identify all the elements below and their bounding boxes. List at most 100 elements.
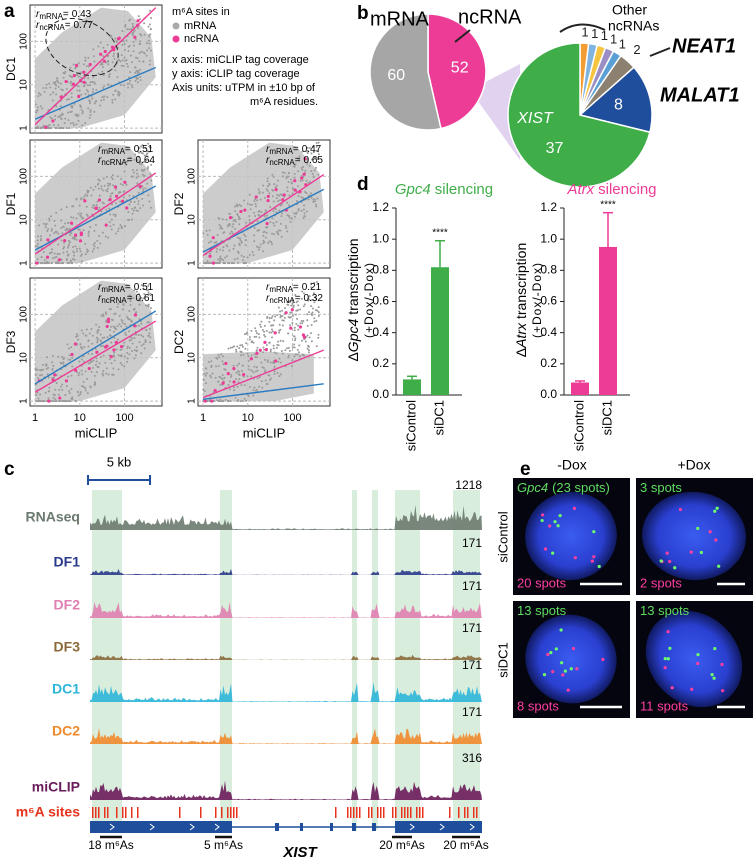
point-texture [92, 48, 95, 51]
point-texture [87, 362, 90, 365]
point-texture [238, 378, 241, 381]
point-texture [273, 370, 276, 373]
point-texture [77, 212, 80, 215]
y-tick-label: 1 [187, 398, 198, 404]
point-texture [317, 315, 320, 318]
point-texture [89, 81, 92, 84]
point-texture [131, 207, 134, 210]
point-texture [202, 400, 205, 403]
point-texture [273, 319, 276, 322]
point-texture [216, 262, 219, 265]
point-texture [123, 323, 126, 326]
y-axis-label: (+Dox/-Dox) [362, 262, 376, 338]
point-texture [105, 321, 108, 324]
point-texture [89, 110, 92, 113]
point-texture [109, 355, 113, 359]
point-texture [211, 236, 215, 240]
point-texture [88, 102, 91, 105]
point-texture [239, 400, 242, 403]
point-texture [293, 179, 297, 183]
point-texture [93, 110, 96, 113]
point-texture [271, 195, 274, 198]
panel-label: a [4, 1, 15, 22]
point-texture [217, 258, 220, 261]
point-texture [245, 399, 248, 402]
point-texture [106, 320, 111, 324]
point-texture [307, 182, 310, 185]
point-texture [137, 191, 140, 194]
point-texture [219, 248, 222, 251]
point-texture [65, 227, 68, 230]
spot [551, 670, 555, 674]
point-texture [105, 175, 108, 178]
point-texture [74, 245, 77, 248]
point-texture [68, 354, 71, 357]
point-texture [101, 201, 104, 204]
point-texture [77, 394, 80, 397]
point-texture [63, 72, 66, 75]
point-texture [229, 232, 232, 235]
point-texture [84, 387, 87, 390]
point-texture [234, 227, 237, 230]
site-tick [383, 807, 385, 818]
point-texture [110, 341, 113, 344]
point-texture [317, 153, 320, 156]
point-texture [71, 106, 74, 109]
point-texture [85, 334, 88, 337]
point-texture [37, 95, 40, 98]
site-tick [464, 807, 466, 818]
spot [561, 673, 565, 677]
point-texture [147, 293, 150, 296]
point-texture [79, 343, 82, 346]
track-max: 316 [462, 751, 482, 765]
point-texture [37, 92, 40, 95]
point-texture [304, 169, 307, 172]
bar [599, 246, 617, 395]
point-texture [81, 347, 84, 350]
point-texture [46, 238, 50, 242]
spot [560, 661, 564, 665]
point-texture [87, 339, 90, 342]
point-texture [59, 361, 62, 364]
stat-sep: = [63, 9, 69, 20]
point-texture [89, 226, 92, 229]
point-texture [148, 327, 151, 330]
point-texture [65, 87, 68, 90]
point-texture [51, 119, 55, 123]
point-texture [148, 200, 151, 203]
point-texture [37, 377, 40, 380]
point-texture [77, 119, 80, 122]
point-texture [115, 202, 118, 205]
point-texture [258, 246, 261, 249]
point-texture [233, 244, 236, 247]
point-texture [80, 329, 83, 332]
point-texture [96, 337, 99, 340]
point-texture [87, 235, 90, 238]
point-texture [48, 390, 51, 393]
point-texture [302, 319, 305, 322]
site-tick [107, 807, 109, 818]
bar [431, 267, 449, 395]
point-texture [126, 28, 129, 31]
point-texture [57, 127, 60, 130]
category-label: MALAT1 [660, 84, 740, 106]
point-texture [48, 386, 51, 389]
point-texture [290, 308, 294, 312]
point-texture [293, 355, 296, 358]
point-texture [240, 350, 243, 353]
point-texture [116, 305, 119, 308]
spot [670, 686, 674, 690]
point-texture [106, 336, 109, 339]
point-texture [112, 184, 115, 187]
point-texture [118, 59, 121, 62]
site-tick [215, 807, 217, 818]
point-texture [228, 212, 231, 215]
point-texture [99, 52, 103, 56]
point-texture [268, 317, 271, 320]
point-texture [57, 393, 60, 396]
point-texture [286, 175, 289, 178]
point-texture [58, 388, 61, 391]
point-texture [117, 354, 120, 357]
point-texture [61, 232, 64, 235]
point-texture [71, 356, 74, 359]
